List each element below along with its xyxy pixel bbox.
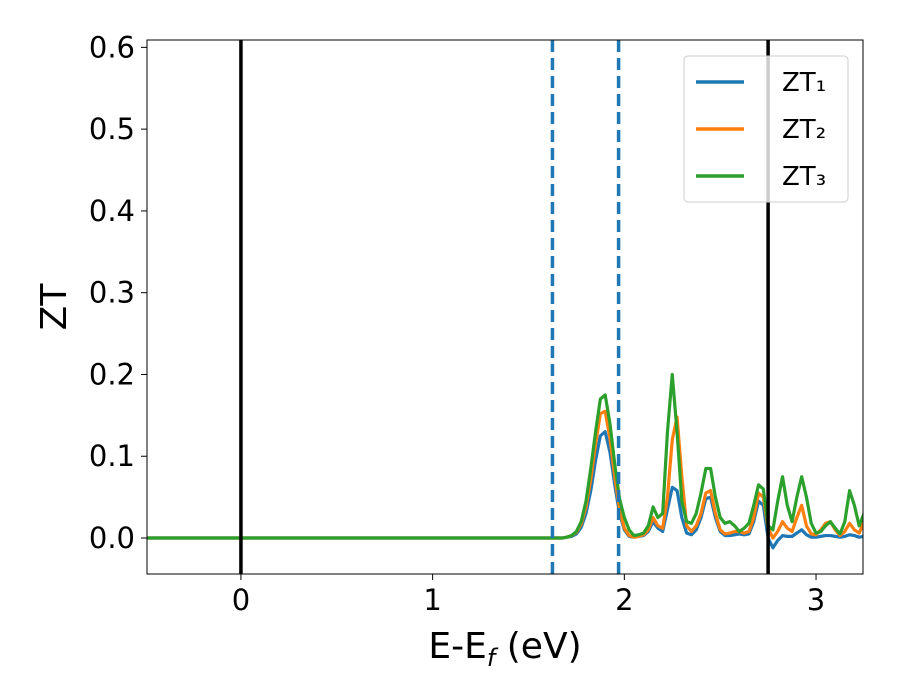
plot-area <box>147 372 863 550</box>
series-line <box>147 372 863 540</box>
x-tick-label: 3 <box>807 583 825 617</box>
y-tick-label: 0.0 <box>89 521 135 555</box>
x-tick-label: 2 <box>615 583 633 617</box>
y-tick-label: 0.3 <box>89 276 135 310</box>
y-tick-label: 0.5 <box>89 112 135 146</box>
plot-frame <box>146 39 864 575</box>
y-tick-label: 0.4 <box>89 194 135 228</box>
legend-label: ZT₃ <box>782 162 826 192</box>
legend-label: ZT₁ <box>782 68 826 98</box>
y-tick-label: 0.1 <box>89 439 135 473</box>
legend-label: ZT₂ <box>782 115 826 145</box>
x-tick-label: 1 <box>423 583 441 617</box>
legend-box <box>683 55 849 203</box>
series-line <box>147 409 863 540</box>
y-tick-label: 0.2 <box>89 357 135 391</box>
x-tick-label: 0 <box>232 583 250 617</box>
x-axis-label: E-Ef (eV) <box>428 626 581 672</box>
y-tick-label: 0.6 <box>89 30 135 64</box>
x-label-part: E-E <box>428 626 486 667</box>
y-axis-label: ZT <box>34 283 75 331</box>
x-label-part: (eV) <box>495 626 581 667</box>
